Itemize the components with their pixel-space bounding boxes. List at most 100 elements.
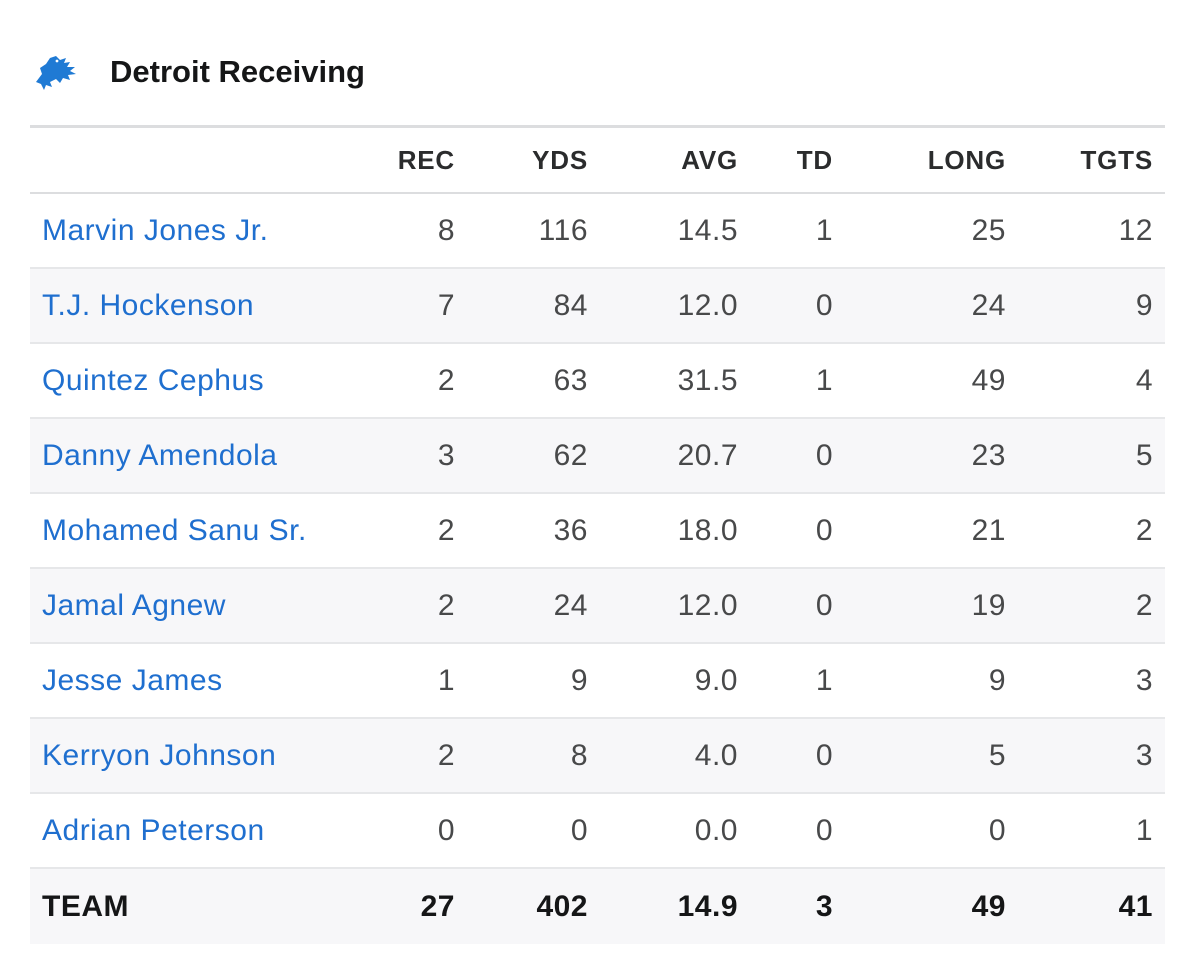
- avg-cell: 12.0: [677, 588, 738, 622]
- long-cell: 19: [971, 588, 1006, 622]
- yds-cell: 116: [538, 213, 588, 247]
- player-cell: Marvin Jones Jr.: [30, 214, 360, 248]
- player-cell: T.J. Hockenson: [30, 289, 360, 323]
- yds-cell: 0: [570, 813, 588, 847]
- player-link[interactable]: Mohamed Sanu Sr.: [42, 513, 307, 547]
- long-cell: 23: [971, 438, 1006, 472]
- long-cell: 49: [971, 363, 1006, 397]
- player-cell: Danny Amendola: [30, 439, 360, 473]
- tgts-cell: 12: [1118, 213, 1153, 247]
- player-link[interactable]: Danny Amendola: [42, 438, 278, 472]
- player-link[interactable]: Jesse James: [42, 663, 223, 697]
- player-link[interactable]: Adrian Peterson: [42, 813, 265, 847]
- td-cell: 1: [815, 213, 833, 247]
- avg-cell: 12.0: [677, 288, 738, 322]
- rec-cell: 2: [437, 363, 455, 397]
- rec-cell: 2: [437, 588, 455, 622]
- detroit-lions-logo-icon: [30, 50, 90, 94]
- table-row: Adrian Peterson 0 0 0.0 0 0 1: [30, 794, 1165, 869]
- player-cell: Mohamed Sanu Sr.: [30, 514, 360, 548]
- tgts-cell: 2: [1135, 588, 1153, 622]
- rec-cell: 2: [437, 513, 455, 547]
- td-cell: 0: [815, 288, 833, 322]
- avg-cell: 20.7: [677, 438, 738, 472]
- avg-cell: 18.0: [677, 513, 738, 547]
- tgts-cell: 1: [1135, 813, 1153, 847]
- player-cell: Jesse James: [30, 664, 360, 698]
- table-header: Detroit Receiving: [30, 44, 365, 100]
- table-title: Detroit Receiving: [110, 54, 365, 89]
- table-row: Jamal Agnew 2 24 12.0 0 19 2: [30, 569, 1165, 644]
- team-total-row: TEAM 27 402 14.9 3 49 41: [30, 869, 1165, 944]
- team-rec-cell: 27: [420, 889, 455, 923]
- yds-cell: 63: [553, 363, 588, 397]
- team-yds-cell: 402: [536, 889, 588, 923]
- td-cell: 0: [815, 513, 833, 547]
- tgts-cell: 4: [1135, 363, 1153, 397]
- table-row: Jesse James 1 9 9.0 1 9 3: [30, 644, 1165, 719]
- avg-cell: 0.0: [694, 813, 738, 847]
- player-link[interactable]: Marvin Jones Jr.: [42, 213, 269, 247]
- team-tgts-cell: 41: [1118, 889, 1153, 923]
- tgts-cell: 2: [1135, 513, 1153, 547]
- table-row: Danny Amendola 3 62 20.7 0 23 5: [30, 419, 1165, 494]
- player-link[interactable]: T.J. Hockenson: [42, 288, 255, 322]
- column-header-tgts: TGTS: [1080, 144, 1153, 175]
- team-td-cell: 3: [815, 889, 833, 923]
- yds-cell: 8: [570, 738, 588, 772]
- player-cell: Jamal Agnew: [30, 589, 360, 623]
- column-header-td: TD: [796, 144, 833, 175]
- table-row: T.J. Hockenson 7 84 12.0 0 24 9: [30, 269, 1165, 344]
- avg-cell: 9.0: [694, 663, 738, 697]
- avg-cell: 14.5: [677, 213, 738, 247]
- player-cell: Adrian Peterson: [30, 814, 360, 848]
- td-cell: 0: [815, 438, 833, 472]
- rec-cell: 7: [437, 288, 455, 322]
- yds-cell: 62: [553, 438, 588, 472]
- column-header-rec: REC: [397, 144, 455, 175]
- avg-cell: 31.5: [677, 363, 738, 397]
- yds-cell: 84: [553, 288, 588, 322]
- tgts-cell: 9: [1135, 288, 1153, 322]
- receiving-stats-table: REC YDS AVG TD LONG TGTS Marvin Jones Jr…: [30, 125, 1165, 944]
- td-cell: 0: [815, 588, 833, 622]
- rec-cell: 0: [437, 813, 455, 847]
- column-header-yds: YDS: [532, 144, 588, 175]
- table-row: Mohamed Sanu Sr. 2 36 18.0 0 21 2: [30, 494, 1165, 569]
- rec-cell: 1: [437, 663, 455, 697]
- yds-cell: 9: [570, 663, 588, 697]
- rec-cell: 2: [437, 738, 455, 772]
- yds-cell: 24: [553, 588, 588, 622]
- long-cell: 0: [988, 813, 1006, 847]
- column-header-row: REC YDS AVG TD LONG TGTS: [30, 128, 1165, 194]
- yds-cell: 36: [553, 513, 588, 547]
- player-cell: Quintez Cephus: [30, 364, 360, 398]
- player-link[interactable]: Kerryon Johnson: [42, 738, 277, 772]
- table-row: Quintez Cephus 2 63 31.5 1 49 4: [30, 344, 1165, 419]
- tgts-cell: 3: [1135, 663, 1153, 697]
- long-cell: 21: [971, 513, 1006, 547]
- long-cell: 5: [988, 738, 1006, 772]
- long-cell: 24: [971, 288, 1006, 322]
- td-cell: 1: [815, 663, 833, 697]
- column-header-long: LONG: [927, 144, 1006, 175]
- rec-cell: 8: [437, 213, 455, 247]
- team-avg-cell: 14.9: [677, 889, 738, 923]
- table-row: Kerryon Johnson 2 8 4.0 0 5 3: [30, 719, 1165, 794]
- rec-cell: 3: [437, 438, 455, 472]
- tgts-cell: 5: [1135, 438, 1153, 472]
- team-label: TEAM: [42, 889, 129, 923]
- long-cell: 9: [988, 663, 1006, 697]
- table-row: Marvin Jones Jr. 8 116 14.5 1 25 12: [30, 194, 1165, 269]
- td-cell: 0: [815, 813, 833, 847]
- player-cell: Kerryon Johnson: [30, 739, 360, 773]
- player-link[interactable]: Quintez Cephus: [42, 363, 265, 397]
- avg-cell: 4.0: [694, 738, 738, 772]
- team-long-cell: 49: [971, 889, 1006, 923]
- td-cell: 0: [815, 738, 833, 772]
- tgts-cell: 3: [1135, 738, 1153, 772]
- td-cell: 1: [815, 363, 833, 397]
- long-cell: 25: [971, 213, 1006, 247]
- column-header-avg: AVG: [681, 144, 738, 175]
- player-link[interactable]: Jamal Agnew: [42, 588, 226, 622]
